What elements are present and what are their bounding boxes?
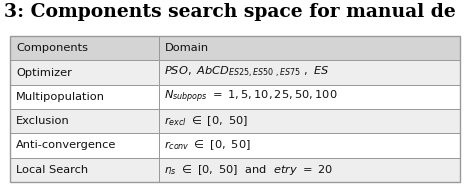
Text: $\mathit{PSO},\ \mathit{AbCD}_{\mathit{ES25},\mathit{ES50}\ ,\mathit{ES75}}\ ,\ : $\mathit{PSO},\ \mathit{AbCD}_{\mathit{E… — [164, 65, 330, 80]
Text: $r_{\mathit{conv}}\ \in\ [0,\ 50]$: $r_{\mathit{conv}}\ \in\ [0,\ 50]$ — [164, 139, 251, 152]
Text: 3: Components search space for manual de: 3: Components search space for manual de — [4, 3, 456, 21]
Bar — [10, 60, 159, 85]
Text: Local Search: Local Search — [16, 165, 88, 175]
Text: $r_{\mathit{ls}}\ \in\ [0,\ 50]\ \ \mathrm{and}\ \ \mathit{etry}\ =\ 20$: $r_{\mathit{ls}}\ \in\ [0,\ 50]\ \ \math… — [164, 163, 334, 177]
Bar — [159, 109, 460, 133]
Text: Components: Components — [16, 43, 88, 53]
Text: Multipopulation: Multipopulation — [16, 92, 105, 102]
Text: $r_{\mathit{excl}}\ \in\ [0,\ 50]$: $r_{\mathit{excl}}\ \in\ [0,\ 50]$ — [164, 114, 249, 128]
Bar — [10, 133, 159, 158]
Bar — [159, 60, 460, 85]
Bar — [159, 158, 460, 182]
Bar — [10, 36, 159, 60]
Bar — [10, 158, 159, 182]
Bar — [159, 36, 460, 60]
Text: Optimizer: Optimizer — [16, 68, 72, 77]
Text: $N_{\mathit{subpops}}\ =\ 1, 5, 10, 25, 50, 100$: $N_{\mathit{subpops}}\ =\ 1, 5, 10, 25, … — [164, 89, 338, 105]
Text: Domain: Domain — [164, 43, 209, 53]
Bar — [159, 85, 460, 109]
Bar — [159, 133, 460, 158]
Bar — [10, 36, 460, 182]
Bar — [10, 109, 159, 133]
Text: Exclusion: Exclusion — [16, 116, 70, 126]
Text: Anti-convergence: Anti-convergence — [16, 141, 117, 151]
Bar — [10, 85, 159, 109]
